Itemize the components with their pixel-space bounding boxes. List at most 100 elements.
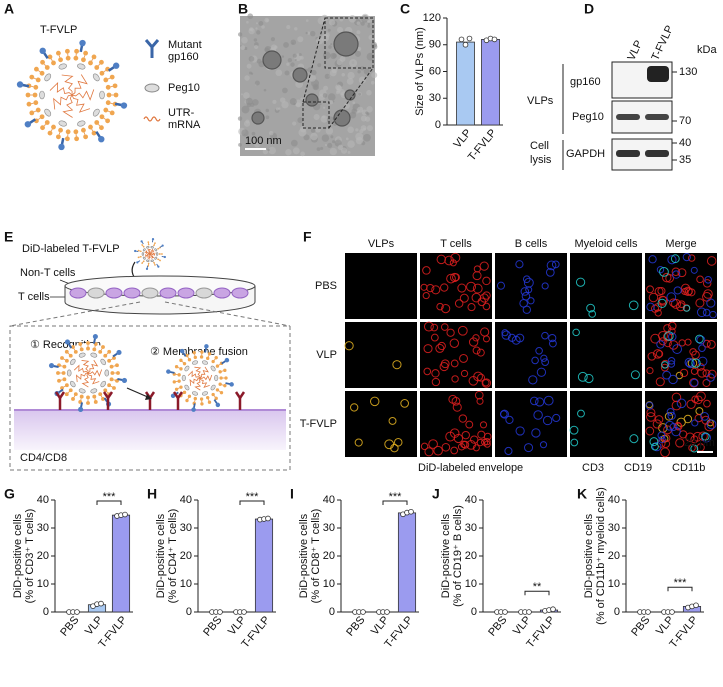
texture	[289, 98, 297, 106]
cell-stain	[648, 255, 657, 264]
texture	[281, 55, 285, 58]
peg10	[201, 391, 209, 396]
y-tick-label: 30	[608, 522, 620, 534]
peg10	[78, 352, 86, 358]
lipid-head	[25, 92, 31, 98]
legend-text: CD11b	[672, 462, 705, 474]
lipid-head	[142, 260, 145, 263]
cell-stain	[458, 414, 468, 423]
lipid-head	[211, 392, 215, 397]
lipid-head	[88, 60, 93, 66]
lipid-head	[223, 383, 227, 388]
cell-stain	[482, 379, 490, 387]
column-header: Myeloid cells	[575, 238, 638, 250]
lipid-head	[62, 364, 67, 369]
cell-stain	[575, 277, 586, 287]
cell-stain	[441, 304, 451, 314]
lipid-head	[161, 253, 163, 255]
cell-stain	[630, 370, 640, 380]
cell-stain	[431, 377, 441, 387]
y-tick-label: 120	[423, 12, 441, 24]
lipid-head	[39, 70, 45, 76]
lipid-head	[73, 349, 78, 354]
texture	[292, 121, 297, 126]
cell-stain	[689, 348, 697, 356]
receptor	[102, 391, 114, 401]
y-tick-label: 10	[465, 578, 477, 590]
texture	[305, 19, 309, 22]
mrna	[189, 377, 201, 386]
spike-head	[134, 249, 137, 253]
spike-head	[161, 244, 164, 247]
mrna	[194, 377, 202, 391]
cell-stain	[684, 338, 692, 346]
band	[645, 150, 669, 157]
texture	[305, 31, 308, 35]
cell-stain	[697, 356, 708, 367]
x-tick-label: VLP	[511, 614, 534, 638]
x-tick-label: PBS	[58, 614, 81, 639]
texture	[352, 101, 356, 105]
texture	[297, 36, 304, 43]
cell-stain	[479, 421, 488, 429]
lipid-head	[109, 377, 114, 382]
lipid-head	[103, 353, 108, 358]
cell-stain	[441, 442, 451, 452]
cell-stain	[449, 272, 460, 283]
cell	[177, 287, 195, 299]
lipid-head	[139, 255, 142, 258]
cell-stain	[701, 432, 710, 441]
cell-stain	[535, 397, 545, 407]
data-point	[217, 609, 223, 615]
texture	[346, 77, 354, 85]
texture	[319, 103, 322, 106]
cell-stain	[350, 403, 359, 412]
lipid-head	[88, 124, 93, 130]
y-tick-label: 20	[180, 550, 192, 562]
significance-bracket	[524, 590, 550, 596]
image-tile	[345, 391, 417, 457]
cell-stain	[472, 444, 480, 452]
spike-head	[24, 121, 32, 128]
lipid-head	[79, 394, 84, 399]
texture	[286, 62, 290, 66]
texture	[316, 147, 321, 152]
texture	[282, 87, 288, 94]
cell-stain	[479, 261, 489, 271]
cell-stain	[698, 344, 706, 352]
x-tick-label: VLP	[83, 614, 106, 638]
peg10	[44, 108, 52, 117]
texture	[253, 38, 258, 42]
panel-label: K	[577, 486, 587, 502]
cell-stain	[436, 302, 444, 311]
texture	[245, 119, 250, 124]
spike-head	[157, 265, 160, 268]
cell-stain	[650, 304, 660, 313]
cell-stain	[686, 399, 696, 409]
cell-stain	[473, 265, 481, 273]
significance-bracket	[239, 500, 265, 505]
cell-stain	[422, 291, 430, 300]
cell-stain	[540, 354, 548, 362]
texture	[335, 84, 342, 91]
image-tile	[645, 322, 717, 388]
legend-text: mRNA	[168, 119, 201, 131]
y-tick-label: 0	[329, 606, 335, 618]
peg10	[90, 352, 98, 358]
cell-stain	[459, 293, 469, 303]
peg10	[150, 246, 154, 249]
y-axis-label: (% of CD3⁺ T cells)	[24, 509, 36, 604]
cell-stain	[521, 292, 531, 301]
lipid-head	[109, 110, 115, 116]
spike-head	[120, 102, 128, 109]
lipid-head	[64, 383, 69, 388]
panel-label: H	[147, 486, 157, 502]
lipid-head	[44, 65, 50, 70]
cell-stain	[704, 275, 713, 284]
texture	[237, 32, 243, 37]
peg10	[184, 365, 190, 372]
texture	[367, 22, 371, 26]
texture	[265, 19, 269, 23]
spike-head	[145, 267, 149, 270]
panel-label: G	[4, 486, 15, 502]
